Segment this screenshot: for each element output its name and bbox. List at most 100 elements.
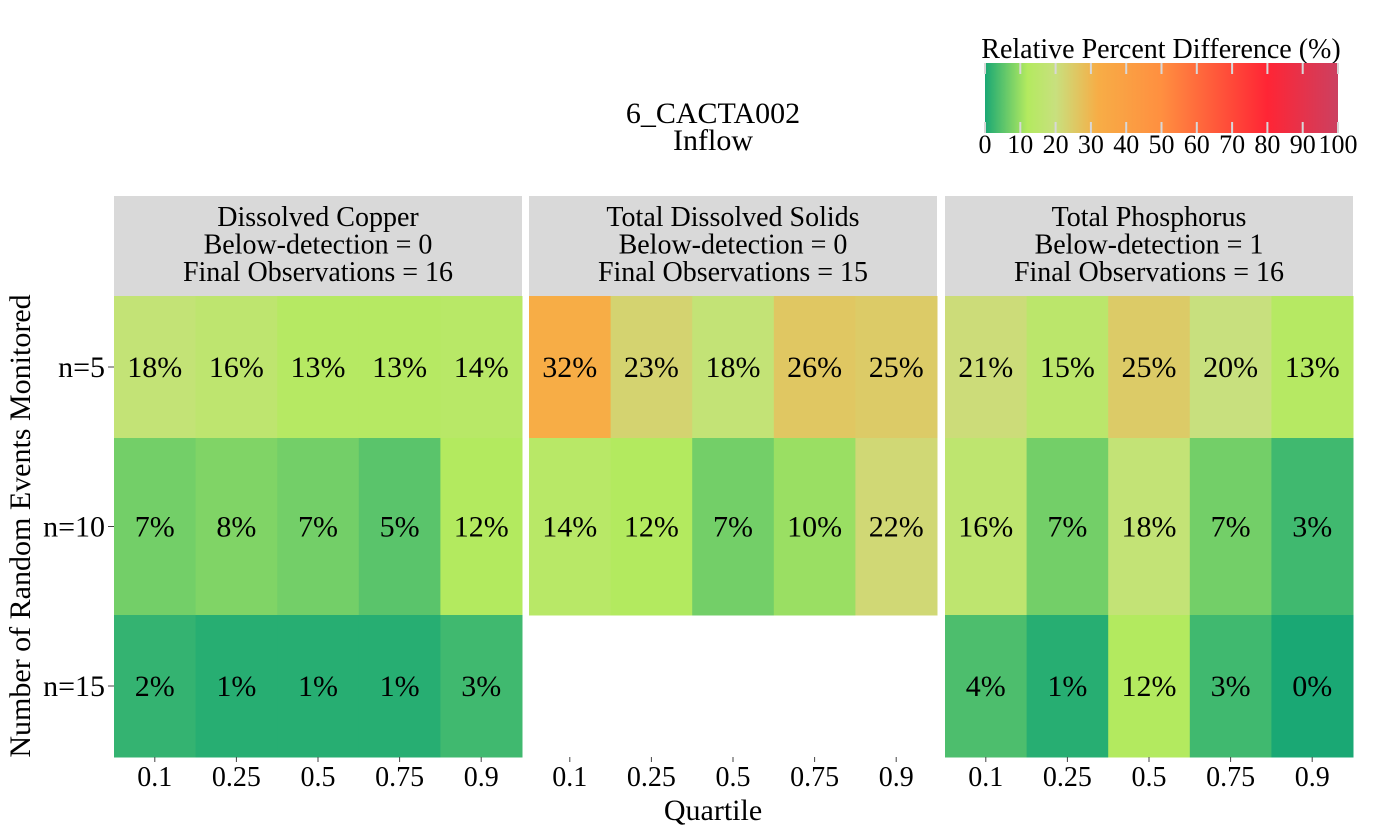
heatmap-panels: Dissolved Copper Below-detection = 0 Final… [114, 196, 1354, 758]
cell-value-label: 8% [216, 511, 256, 544]
colorbar-label: Relative Percent Difference (%) [981, 34, 1340, 65]
colorbar-tick-label: 0 [979, 130, 992, 159]
cell-value-label: 1% [1047, 670, 1087, 703]
heatmap-cell [114, 296, 197, 439]
heatmap-cell [855, 438, 938, 616]
heatmap-cell [277, 438, 360, 616]
heatmap-cell [945, 615, 1028, 758]
cell-value-label: 14% [454, 351, 509, 384]
cell-value-label: 3% [1292, 511, 1332, 544]
cell-value-label: 13% [372, 351, 427, 384]
cell-value-label: 1% [298, 670, 338, 703]
colorbar-tick-label: 80 [1254, 130, 1280, 159]
cell-value-label: 18% [1122, 511, 1177, 544]
cell-value-label: 0% [1292, 670, 1332, 703]
cell-value-label: 26% [787, 351, 842, 384]
cell-value-label: 32% [542, 351, 597, 384]
cell-value-label: 12% [1122, 670, 1177, 703]
heatmap-cell [195, 296, 278, 439]
colorbar-tick-label: 90 [1290, 130, 1316, 159]
x-axis: 0.1 0.25 0.5 0.75 0.9 0.1 0.25 0.5 0.75 0.9 0.1 0.2… [137, 757, 1330, 793]
heatmap-cell [440, 296, 523, 439]
heatmap-cell [195, 615, 278, 758]
heatmap-cell [855, 296, 938, 439]
x-tick-label: 0.25 [1043, 762, 1092, 793]
colorbar-tick-label: 10 [1007, 130, 1033, 159]
heatmap-cell [440, 438, 523, 616]
colorbar: 0 10 20 30 40 50 60 70 80 90 100 [979, 63, 1358, 159]
y-tick-label: n=5 [58, 351, 105, 384]
cell-value-label: 13% [1285, 351, 1340, 384]
cell-value-label: 4% [966, 670, 1006, 703]
heatmap-cell [114, 438, 197, 616]
colorbar-tick-label: 50 [1149, 130, 1175, 159]
heatmap-cell [277, 615, 360, 758]
cell-value-label: 7% [135, 511, 175, 544]
panel-header [114, 196, 522, 296]
heatmap-cell [1108, 615, 1191, 758]
heatmap-cell [277, 296, 360, 439]
y-axis: n=5 n=10 n=15 [43, 351, 114, 703]
panel-header-line: Final Observations = 16 [1014, 257, 1284, 288]
panel-header-line: Below-detection = 1 [1035, 230, 1264, 261]
heatmap-cell [358, 296, 441, 439]
cell-value-label: 10% [787, 511, 842, 544]
cell-value-label: 2% [135, 670, 175, 703]
heatmap-cell [1108, 296, 1191, 439]
panel-header [529, 196, 937, 296]
x-axis-label: Quartile [664, 794, 762, 827]
cell-value-label: 12% [454, 511, 509, 544]
panel-header-line: Below-detection = 0 [619, 230, 848, 261]
x-tick-label: 0.75 [1206, 762, 1255, 793]
cell-value-label: 5% [380, 511, 420, 544]
heatmap-cell [773, 296, 856, 439]
heatmap-cell [1108, 438, 1191, 616]
heatmap-cell [358, 438, 441, 616]
heatmap-cell [195, 438, 278, 616]
colorbar-tick-label: 30 [1078, 130, 1104, 159]
x-tick-label: 0.1 [552, 762, 587, 793]
heatmap-cell [114, 615, 197, 758]
x-tick-label: 0.25 [212, 762, 261, 793]
panel-header-line: Dissolved Copper [217, 202, 419, 233]
heatmap-cell [1026, 296, 1109, 439]
cell-value-label: 15% [1040, 351, 1095, 384]
cell-value-label: 23% [624, 351, 679, 384]
x-tick-label: 0.75 [375, 762, 424, 793]
x-tick-label: 0.9 [879, 762, 914, 793]
x-tick-label: 0.1 [968, 762, 1003, 793]
heatmap-cell [1271, 296, 1354, 439]
heatmap-cell [1189, 615, 1272, 758]
colorbar-tick-label: 20 [1043, 130, 1069, 159]
heatmap-cell [945, 296, 1028, 439]
heatmap-cell [440, 615, 523, 758]
heatmap-cell [1271, 615, 1354, 758]
colorbar-tick-label: 60 [1184, 130, 1210, 159]
cell-value-label: 1% [380, 670, 420, 703]
chart-subtitle: Inflow [673, 124, 753, 157]
heatmap-cell [1026, 615, 1109, 758]
colorbar-tick-label: 100 [1319, 130, 1358, 159]
panel-header [945, 196, 1353, 296]
cell-value-label: 14% [542, 511, 597, 544]
x-tick-label: 0.5 [301, 762, 336, 793]
panel-header-line: Final Observations = 16 [183, 257, 453, 288]
heatmap-cell [529, 296, 612, 439]
heatmap-cell [1189, 438, 1272, 616]
y-tick-label: n=10 [43, 511, 105, 544]
heatmap-cell [945, 438, 1028, 616]
cell-value-label: 18% [127, 351, 182, 384]
heatmap-cell [529, 438, 612, 616]
cell-value-label: 7% [713, 511, 753, 544]
cell-value-label: 16% [209, 351, 264, 384]
cell-value-label: 22% [869, 511, 924, 544]
panel-header-line: Total Phosphorus [1052, 202, 1247, 233]
y-tick-label: n=15 [43, 670, 105, 703]
x-tick-label: 0.5 [716, 762, 751, 793]
x-tick-label: 0.75 [790, 762, 839, 793]
x-tick-label: 0.5 [1132, 762, 1167, 793]
cell-value-label: 25% [869, 351, 924, 384]
cell-value-label: 1% [216, 670, 256, 703]
